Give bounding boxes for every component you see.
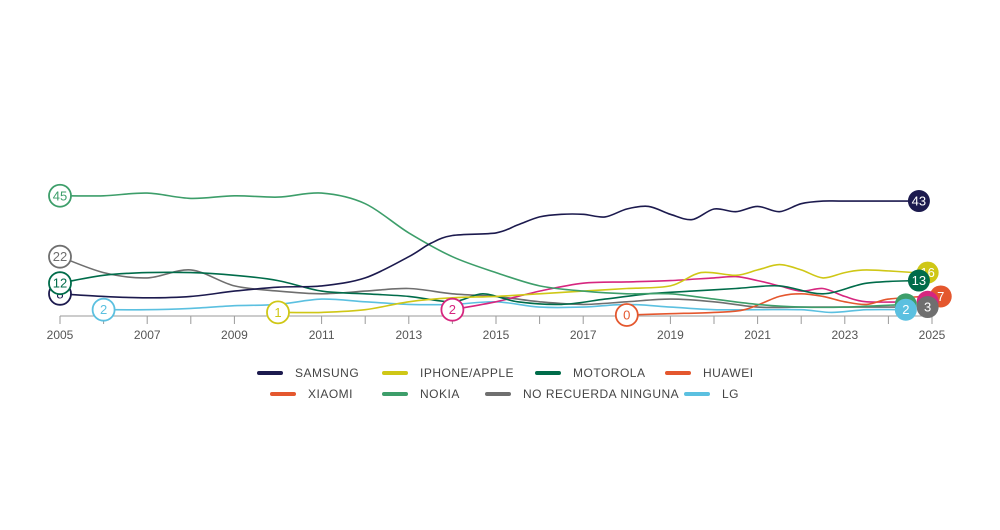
value-badge-no-recuerda-ninguna: 22 — [48, 244, 72, 269]
value-badge-nokia: 45 — [48, 183, 72, 208]
x-tick-label: 2025 — [919, 328, 946, 342]
x-tick-label: 2019 — [657, 328, 684, 342]
series-line-iphone-apple — [277, 263, 916, 314]
legend-item-samsung: SAMSUNG — [257, 366, 359, 380]
badge-value: 2 — [100, 302, 107, 317]
x-axis: 2005 2007 2009 2011 2013 2015 2017 2019 2021 2023… — [47, 315, 946, 342]
value-badge-lg: 2 — [894, 298, 917, 321]
badge-circle — [894, 298, 917, 321]
badge-circle — [91, 297, 116, 322]
series-line-samsung — [59, 200, 911, 299]
value-badge-motorola: 13 — [907, 269, 930, 292]
badge-circle — [614, 303, 639, 327]
legend-label: MOTOROLA — [573, 366, 645, 380]
legend-item-motorola: MOTOROLA — [535, 366, 645, 380]
badge-circle — [907, 190, 930, 213]
badge-value: 13 — [912, 273, 926, 288]
badge-value: 7 — [937, 289, 944, 304]
x-tick-label: 2005 — [47, 328, 74, 342]
series-line-no-recuerda-ninguna — [59, 255, 916, 309]
legend-item-nokia: NOKIA — [382, 387, 460, 401]
legend-label: XIAOMI — [308, 387, 353, 401]
badge-value: 43 — [912, 194, 926, 209]
legend-label: NO RECUERDA NINGUNA — [523, 387, 679, 401]
badge-value: 22 — [53, 249, 67, 264]
series-line-huawei — [626, 293, 925, 316]
legend-item-lg: LG — [684, 387, 739, 401]
value-badge-iphone-apple: 1 — [266, 300, 290, 325]
legend-item-huawei: HUAWEI — [665, 366, 754, 380]
value-badge-motorola: 12 — [48, 271, 72, 296]
x-tick-label: 2011 — [309, 328, 335, 342]
badge-value: 45 — [53, 188, 67, 203]
value-badge-samsung: 43 — [907, 190, 930, 213]
legend-item-iphone-apple: IPHONE/APPLE — [382, 366, 514, 380]
badge-circle — [48, 271, 72, 296]
x-tick-label: 2015 — [483, 328, 510, 342]
legend-item-no-recuerda-ninguna: NO RECUERDA NINGUNA — [485, 387, 679, 401]
value-badge-no-recuerda-ninguna: 3 — [916, 296, 939, 319]
badge-circle — [916, 296, 939, 319]
badge-circle — [48, 244, 72, 269]
series-line-nokia — [59, 192, 907, 309]
legend-label: IPHONE/APPLE — [420, 366, 514, 380]
legend-label: SAMSUNG — [295, 366, 359, 380]
x-tick-label: 2013 — [395, 328, 422, 342]
x-tick-label: 2009 — [221, 328, 248, 342]
badge-circle — [440, 297, 465, 322]
series-line-motorola — [59, 271, 916, 306]
legend-label: NOKIA — [420, 387, 460, 401]
badge-value: 3 — [924, 300, 931, 315]
legend-item-xiaomi: XIAOMI — [270, 387, 353, 401]
badge-value: 12 — [53, 276, 67, 291]
legend-label: HUAWEI — [703, 366, 754, 380]
x-tick-label: 2017 — [570, 328, 597, 342]
value-badge-xiaomi: 2 — [440, 297, 465, 322]
x-tick-label: 2023 — [831, 328, 858, 342]
x-tick-label: 2021 — [744, 328, 771, 342]
badge-value: 0 — [623, 308, 630, 323]
legend: SAMSUNG IPHONE/APPLE MOTOROLA HUAWEI XIAOMI N… — [257, 366, 754, 401]
value-badge-huawei: 0 — [614, 303, 639, 327]
badge-value: 1 — [274, 305, 281, 320]
badge-circle — [266, 300, 290, 325]
x-tick-label: 2007 — [134, 328, 161, 342]
series-line-lg — [102, 298, 907, 314]
badge-circle — [48, 183, 72, 208]
badge-value: 2 — [902, 302, 909, 317]
badge-circle — [907, 269, 930, 292]
series-lines — [59, 192, 925, 316]
value-badges: 8431161213072545422322 — [48, 183, 952, 327]
value-badge-lg: 2 — [91, 297, 116, 322]
badge-value: 2 — [449, 302, 456, 317]
legend-label: LG — [722, 387, 739, 401]
